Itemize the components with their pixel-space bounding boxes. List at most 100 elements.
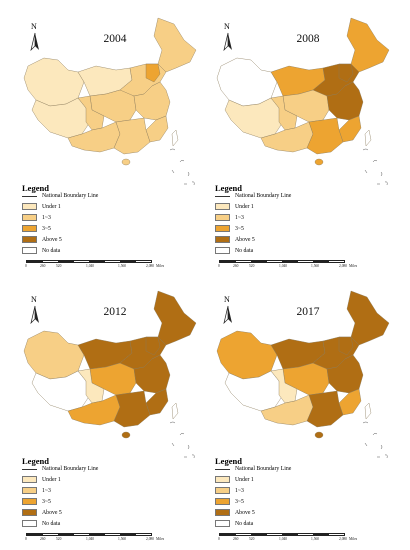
china-choropleth-map: [216, 290, 390, 459]
legend-swatch: [22, 498, 37, 505]
region-beijing: [145, 336, 161, 356]
legend-swatch: [22, 476, 37, 483]
legend-boundary-label: National Boundary Line: [235, 466, 292, 472]
scale-label: 0: [218, 264, 220, 268]
south-china-sea-islands: [362, 421, 388, 459]
scale-label: 2,080: [339, 264, 348, 268]
scale-label: 520: [249, 264, 255, 268]
legend-label: No data: [235, 520, 254, 527]
legend-swatch: [215, 236, 230, 243]
scale-label: 1,040: [279, 264, 288, 268]
region-south: [306, 390, 344, 428]
scale-unit: Miles: [349, 537, 358, 541]
legend-label: 1~3: [235, 487, 244, 494]
region-southeast-coast: [338, 388, 362, 416]
region-east: [326, 81, 364, 121]
north-arrow-icon: N: [221, 23, 235, 52]
scale-label: 260: [40, 537, 46, 541]
legend-title: Legend: [22, 183, 49, 193]
china-choropleth-map: [23, 17, 197, 186]
legend-label: 1~3: [235, 214, 244, 221]
legend-boundary-line: National Boundary Line: [22, 466, 98, 472]
scale-label: 1,560: [311, 537, 320, 541]
legend-boundary-line: National Boundary Line: [22, 193, 98, 199]
legend-label: No data: [235, 247, 254, 254]
region-northeast: [153, 290, 197, 346]
legend-boundary-label: National Boundary Line: [42, 193, 99, 199]
legend-label: Above 5: [42, 236, 62, 243]
north-arrow-label: N: [31, 22, 37, 31]
region-southeast-coast: [145, 115, 169, 143]
region-hainan: [314, 158, 324, 166]
region-northeast: [346, 290, 390, 346]
legend-item: 1~3: [22, 214, 51, 221]
scale-bar: 0 260 520 1,040 1,560 2,080 Miles: [22, 258, 172, 272]
scale-label: 260: [40, 264, 46, 268]
legend-swatch: [22, 509, 37, 516]
legend-label: 3~5: [235, 225, 244, 232]
region-northeast: [153, 17, 197, 73]
legend-label: Above 5: [42, 509, 62, 516]
scale-unit: Miles: [349, 264, 358, 268]
scale-unit: Miles: [156, 537, 165, 541]
legend-swatch: [22, 225, 37, 232]
legend-boundary-line: National Boundary Line: [215, 193, 291, 199]
region-northwest: [216, 57, 278, 107]
legend-swatch: [215, 476, 230, 483]
region-northwest: [23, 57, 85, 107]
map-year-title: 2004: [103, 33, 127, 45]
legend-item: 1~3: [215, 487, 244, 494]
region-tibet: [224, 370, 284, 412]
legend-item: 3~5: [215, 225, 244, 232]
scale-label: 2,080: [146, 537, 155, 541]
legend-boundary-label: National Boundary Line: [235, 193, 292, 199]
legend-title: Legend: [22, 456, 49, 466]
legend-swatch: [215, 225, 230, 232]
legend-label: 3~5: [42, 498, 51, 505]
legend-item: Under 1: [22, 476, 61, 483]
legend-item: Above 5: [22, 236, 62, 243]
legend-item: 3~5: [22, 225, 51, 232]
legend-swatch: [215, 498, 230, 505]
scale-bar: 0 260 520 1,040 1,560 2,080 Miles: [215, 258, 365, 272]
scale-label: 520: [249, 537, 255, 541]
region-northeast: [346, 17, 390, 73]
legend-swatch: [215, 247, 230, 254]
region-hainan: [121, 158, 131, 166]
legend-label: Above 5: [235, 236, 255, 243]
legend-label: No data: [42, 247, 61, 254]
legend-label: Under 1: [42, 203, 61, 210]
scale-label: 520: [56, 264, 62, 268]
region-tibet: [224, 97, 284, 139]
legend-item: Above 5: [22, 509, 62, 516]
region-beijing: [338, 336, 354, 356]
legend-label: Under 1: [235, 203, 254, 210]
north-arrow-label: N: [31, 295, 37, 304]
legend-swatch: [215, 487, 230, 494]
region-southeast-coast: [338, 115, 362, 143]
legend-item: No data: [22, 520, 60, 527]
scale-label: 1,040: [279, 537, 288, 541]
map-panel-2004: N 2004 Legend National B: [20, 12, 210, 274]
region-hainan: [314, 431, 324, 439]
scale-label: 260: [233, 264, 239, 268]
china-choropleth-map: [23, 290, 197, 459]
legend-label: No data: [42, 520, 61, 527]
scale-label: 520: [56, 537, 62, 541]
china-choropleth-map: [216, 17, 390, 186]
scale-label: 0: [25, 537, 27, 541]
map-year-title: 2017: [296, 306, 320, 318]
region-southeast-coast: [145, 388, 169, 416]
legend-item: No data: [215, 520, 253, 527]
scale-unit: Miles: [156, 264, 165, 268]
region-northwest: [23, 330, 85, 380]
legend-swatch: [22, 214, 37, 221]
legend-boundary-label: National Boundary Line: [42, 466, 99, 472]
scale-bar: 0 260 520 1,040 1,560 2,080 Miles: [22, 531, 172, 545]
legend-swatch: [22, 487, 37, 494]
region-south: [113, 390, 151, 428]
scale-label: 0: [218, 537, 220, 541]
scale-label: 0: [25, 264, 27, 268]
region-taiwan: [171, 129, 179, 147]
region-east: [133, 354, 171, 394]
